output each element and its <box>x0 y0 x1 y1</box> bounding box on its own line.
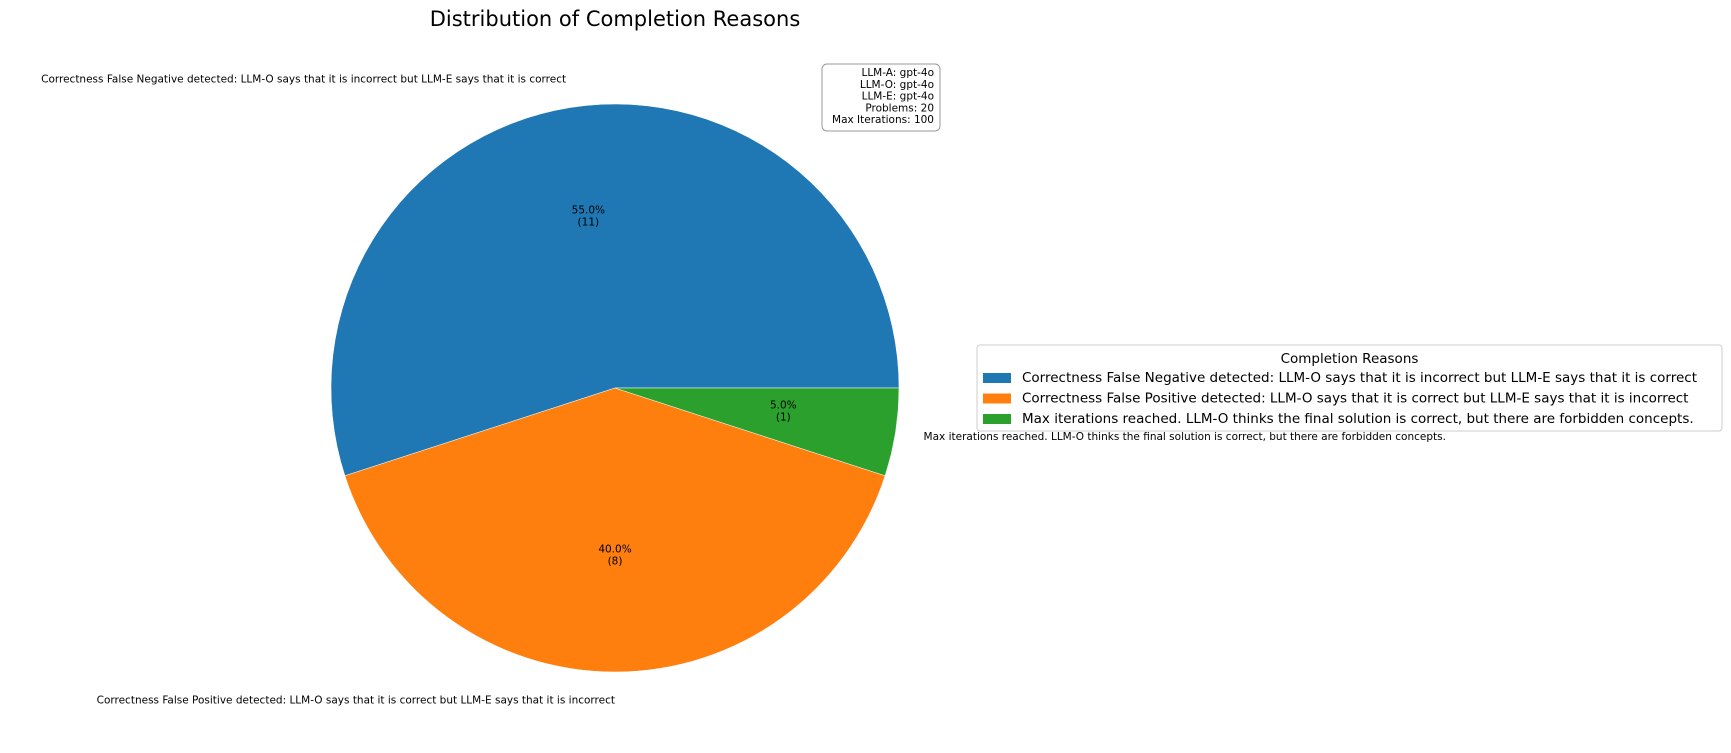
count-label-3: (1) <box>776 412 791 424</box>
slice-label-3: Max iterations reached. LLM-O thinks the… <box>924 431 1446 443</box>
legend-entry-3: Max iterations reached. LLM-O thinks the… <box>1022 411 1694 427</box>
pie-slice-2 <box>344 387 886 673</box>
legend-title: Completion Reasons <box>1281 351 1419 367</box>
legend-swatch-3 <box>983 414 1011 424</box>
percent-label-1: 55.0% <box>572 205 605 217</box>
info-line-3: LLM-E: gpt-4o <box>862 91 934 103</box>
legend-swatch-2 <box>983 393 1011 404</box>
slice-label-2: Correctness False Positive detected: LLM… <box>97 694 615 706</box>
info-box-frame <box>821 63 941 132</box>
chart-title: Distribution of Completion Reasons <box>430 7 801 31</box>
info-line-2: LLM-O: gpt-4o <box>860 79 934 91</box>
percent-label-3: 5.0% <box>770 400 797 412</box>
pie-slices <box>330 103 900 673</box>
slice-labels: Correctness False Negative detected: LLM… <box>41 73 1446 706</box>
legend-entry-1: Correctness False Negative detected: LLM… <box>1022 370 1697 386</box>
percent-label-2: 40.0% <box>598 543 631 555</box>
legend: Completion Reasons Correctness False Nega… <box>976 344 1723 432</box>
pie-slice-1 <box>330 103 900 477</box>
pie-slice-3 <box>614 387 900 477</box>
info-line-4: Problems: 20 <box>865 102 934 114</box>
info-line-5: Max Iterations: 100 <box>832 114 934 126</box>
percent-labels: 55.0%(11) 40.0%(8) 5.0%(1) <box>572 205 797 568</box>
legend-frame <box>976 344 1723 432</box>
slice-label-1: Correctness False Negative detected: LLM… <box>41 73 566 85</box>
count-label-2: (8) <box>608 555 623 567</box>
legend-entry-2: Correctness False Positive detected: LLM… <box>1022 391 1688 407</box>
info-line-1: LLM-A: gpt-4o <box>861 67 934 79</box>
count-label-1: (11) <box>578 217 600 229</box>
legend-swatch-1 <box>983 373 1011 383</box>
